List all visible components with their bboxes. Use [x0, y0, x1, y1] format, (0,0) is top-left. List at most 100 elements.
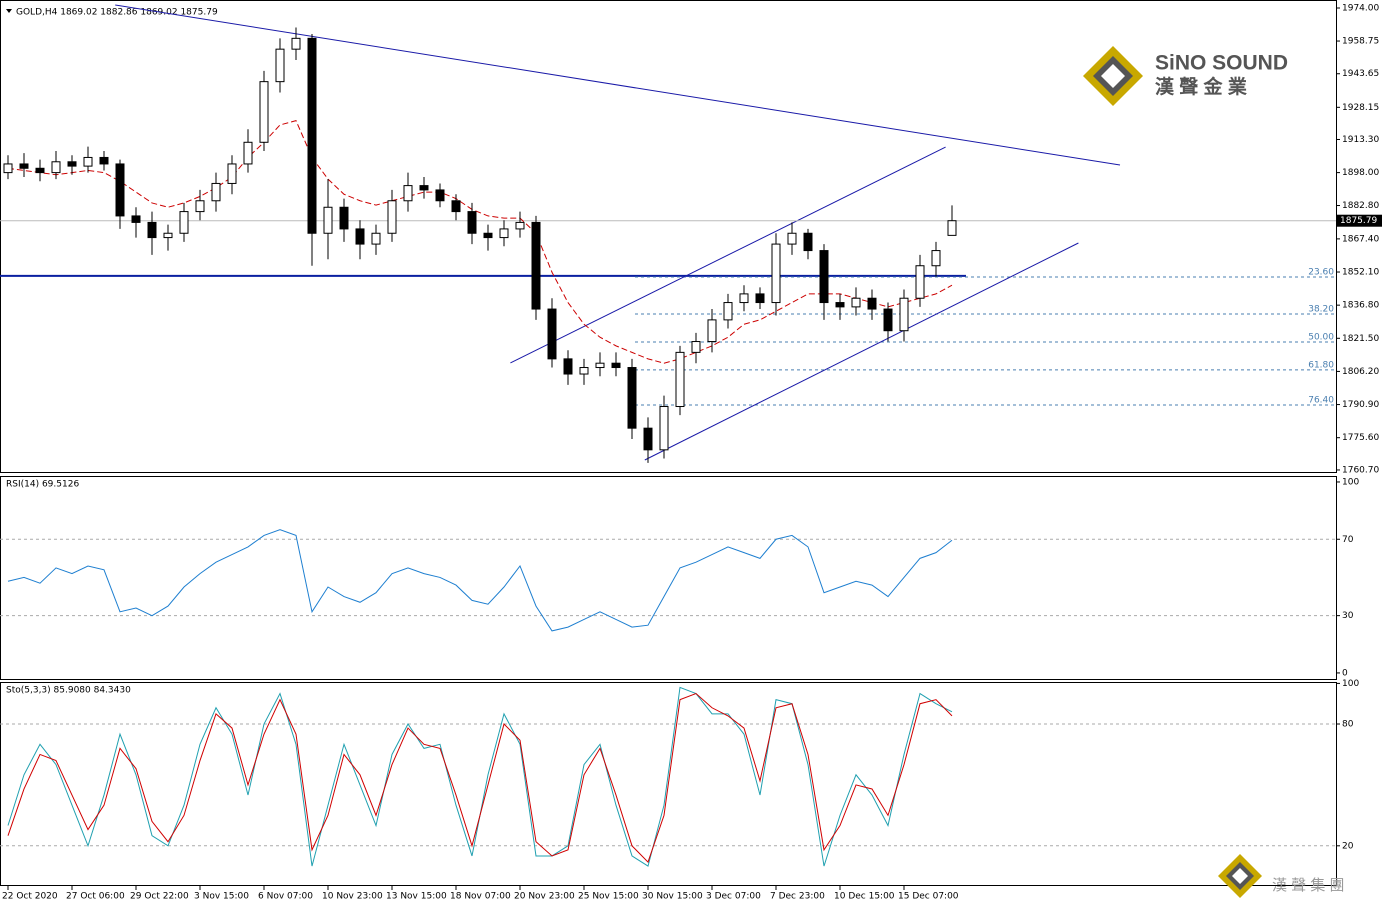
candle-body	[627, 367, 637, 429]
x-tick-label: 30 Nov 15:00	[642, 892, 703, 902]
sto-panel	[0, 682, 1337, 886]
y-tick-label: 80	[1342, 720, 1354, 730]
candle-body	[371, 232, 381, 245]
candle-body	[947, 220, 957, 236]
candle-body	[243, 141, 253, 165]
candle-body	[147, 221, 157, 239]
candle-body	[451, 200, 461, 213]
main-panel	[0, 0, 1337, 473]
candle-body	[851, 297, 861, 308]
last-price-box	[1337, 214, 1382, 227]
x-tick-label: 3 Nov 15:00	[194, 892, 249, 902]
candle-body	[723, 302, 733, 321]
x-tick-label: 6 Nov 07:00	[258, 892, 313, 902]
fib-label: 50.00	[1308, 332, 1334, 342]
brand-subtitle: 漢 聲 金 業	[1155, 75, 1248, 98]
candle-body	[819, 250, 829, 304]
y-tick-label: 1913.30	[1342, 135, 1379, 145]
x-tick-label: 10 Dec 15:00	[834, 892, 895, 902]
x-tick-label: 22 Oct 2020	[2, 892, 58, 902]
candle-body	[499, 228, 509, 239]
candle-body	[707, 319, 717, 343]
x-tick-label: 3 Dec 07:00	[706, 892, 761, 902]
fib-label: 23.60	[1308, 267, 1334, 277]
menu-arrow	[6, 9, 12, 13]
candle-body	[211, 182, 221, 202]
y-tick-label: 1943.65	[1342, 69, 1379, 79]
x-tick-label: 29 Oct 22:00	[130, 892, 189, 902]
brand-footer: 漢 聲 集 團	[1272, 877, 1345, 894]
last-price-label: 1875.79	[1340, 216, 1377, 226]
y-tick-label: 1898.00	[1342, 168, 1379, 178]
candle-body	[51, 161, 61, 174]
candle-body	[899, 297, 909, 332]
y-tick-label: 1806.20	[1342, 367, 1379, 377]
candle-body	[339, 206, 349, 230]
candle-body	[259, 81, 269, 143]
y-tick-label: 30	[1342, 611, 1354, 621]
candle-body	[323, 206, 333, 234]
candle-body	[403, 185, 413, 202]
candle-body	[867, 297, 877, 310]
y-tick-label: 1852.10	[1342, 268, 1379, 278]
y-tick-label: 1958.75	[1342, 37, 1379, 47]
candle-body	[275, 48, 285, 83]
y-tick-label: 1775.60	[1342, 433, 1379, 443]
moving-average	[7, 120, 953, 364]
x-tick-label: 27 Oct 06:00	[66, 892, 125, 902]
y-tick-label: 1821.50	[1342, 334, 1379, 344]
y-tick-label: 20	[1342, 841, 1354, 851]
candle-body	[579, 367, 589, 375]
candle-body	[467, 211, 477, 234]
y-tick-label: 1760.70	[1342, 465, 1379, 475]
candle-body	[227, 163, 237, 184]
candle-body	[563, 358, 573, 375]
trendline	[644, 242, 1079, 461]
candle-body	[83, 156, 93, 167]
candle-body	[931, 250, 941, 267]
logo	[1083, 46, 1143, 106]
candle-body	[643, 427, 653, 451]
candle-body	[355, 228, 365, 245]
fib-label: 61.80	[1308, 360, 1334, 370]
candle-body	[115, 163, 125, 217]
candle-body	[163, 232, 173, 239]
x-tick-label: 13 Nov 15:00	[386, 892, 447, 902]
candle-body	[307, 37, 317, 234]
rsi-panel	[0, 476, 1337, 680]
candle-body	[691, 341, 701, 353]
candle-body	[19, 163, 29, 169]
header: GOLD,H4 1869.02 1882.86 1869.02 1875.79	[16, 8, 218, 18]
y-tick-label: 1867.40	[1342, 234, 1379, 244]
rsi-line	[7, 529, 953, 632]
y-tick-label: 1974.00	[1342, 4, 1379, 14]
fib-label: 76.40	[1308, 395, 1334, 405]
x-tick-label: 25 Nov 15:00	[578, 892, 639, 902]
candle-body	[835, 302, 845, 308]
y-tick-label: 100	[1342, 477, 1359, 487]
rsi-label: RSI(14) 69.5126	[6, 480, 79, 490]
sto-line	[7, 692, 953, 863]
candle-body	[179, 211, 189, 234]
candle-body	[595, 362, 605, 369]
candle-body	[483, 232, 493, 239]
candle-body	[291, 37, 301, 50]
candle-body	[739, 293, 749, 304]
x-tick-label: 10 Nov 23:00	[322, 892, 383, 902]
candle-body	[67, 161, 77, 167]
candle-body	[419, 185, 429, 191]
candle-body	[659, 406, 669, 451]
y-tick-label: 70	[1342, 535, 1354, 545]
x-tick-label: 15 Dec 07:00	[898, 892, 959, 902]
y-tick-label: 100	[1342, 679, 1359, 689]
candle-body	[3, 163, 13, 174]
candle-body	[99, 156, 109, 165]
candle-body	[787, 232, 797, 245]
candle-body	[435, 189, 445, 202]
fib-label: 38.20	[1308, 305, 1334, 315]
y-tick-label: 1928.15	[1342, 103, 1379, 113]
candle-body	[131, 215, 141, 223]
candle-body	[771, 243, 781, 304]
candle-body	[755, 293, 765, 304]
